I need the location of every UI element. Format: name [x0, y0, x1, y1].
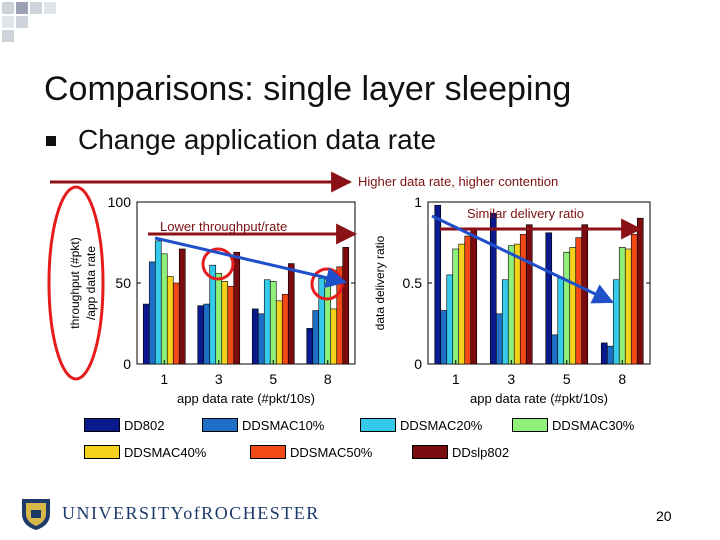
annotation-lower-throughput: Lower throughput/rate	[160, 219, 288, 234]
slide-title: Comparisons: single layer sleeping	[44, 70, 572, 108]
bar-dd802-rate-5	[545, 232, 553, 365]
chart-2	[427, 201, 651, 365]
legend-item-ddsmac20: DDSMAC20%	[360, 416, 482, 434]
annotation-contention: Higher data rate, higher contention	[358, 174, 559, 189]
university-name: UNIVERSITYofROCHESTER	[62, 503, 320, 523]
legend-swatch	[84, 418, 120, 432]
bar-dd802-rate-1	[434, 204, 442, 365]
bar-dd802-rate-3	[489, 213, 497, 365]
legend-swatch	[250, 445, 286, 459]
legend-item-dd802: DD802	[84, 416, 164, 434]
legend-swatch	[202, 418, 238, 432]
legend-item-ddsmac50: DDSMAC50%	[250, 443, 372, 461]
legend-item-ddsmac30: DDSMAC30%	[512, 416, 634, 434]
bar-ddslp802-rate-8	[342, 247, 350, 365]
x-axis-label: app data rate (#pkt/10s)	[177, 391, 315, 406]
y-tick-label: 0	[123, 356, 131, 372]
legend-item-ddslp802: DDslp802	[412, 443, 509, 461]
x-tick-label: 8	[324, 371, 332, 387]
legend-label: DDSMAC10%	[242, 417, 325, 433]
page-number: 20	[656, 508, 672, 524]
bullet-text: Change application data rate	[78, 124, 437, 155]
x-tick-label: 3	[507, 371, 515, 387]
x-tick-label: 3	[215, 371, 223, 387]
legend-item-ddsmac40: DDSMAC40%	[84, 443, 206, 461]
legend-label: DDSMAC40%	[124, 444, 207, 460]
y-axis-label: data delivery ratio	[373, 235, 387, 330]
bar-ddslp802-rate-5	[581, 224, 589, 365]
corner-squares-decoration	[2, 2, 56, 42]
bar-ddslp802-rate-5	[287, 263, 295, 365]
charts-area: 0 50 100 1 3 5 8 app data rate (#pkt/10s) 0 0.5 1 1…	[47, 171, 651, 406]
y-tick-label: 1	[414, 194, 422, 210]
x-tick-label: 1	[160, 371, 168, 387]
legend-label: DD802	[124, 417, 165, 433]
chart-1	[136, 201, 356, 365]
y-tick-label: 50	[115, 275, 131, 291]
legend-item-ddsmac10: DDSMAC10%	[202, 416, 324, 434]
bar-ddslp802-rate-1	[178, 248, 186, 365]
legend-label: DDslp802	[452, 444, 510, 460]
x-tick-label: 8	[618, 371, 626, 387]
bar-ddslp802-rate-3	[525, 224, 533, 365]
x-tick-label: 5	[563, 371, 571, 387]
legend-swatch	[360, 418, 396, 432]
bar-ddslp802-rate-8	[636, 217, 644, 365]
legend-label: DDSMAC50%	[290, 444, 373, 460]
legend-swatch	[512, 418, 548, 432]
bullet-square	[46, 136, 56, 146]
highlight-circle-rate-3	[201, 247, 235, 281]
x-tick-label: 5	[269, 371, 277, 387]
y-tick-label: 100	[108, 194, 132, 210]
university-shield-logo	[22, 499, 50, 530]
y-tick-label: 0	[414, 356, 422, 372]
legend-swatch	[412, 445, 448, 459]
bar-ddslp802-rate-3	[233, 251, 241, 365]
y-axis-label-line: throughput (#pkt)	[68, 237, 82, 328]
legend-label: DDSMAC30%	[552, 417, 635, 433]
y-axis-label-line: /app data rate	[84, 246, 98, 320]
highlight-ellipse-y-axis	[47, 185, 105, 381]
x-tick-label: 1	[452, 371, 460, 387]
legend-swatch	[84, 445, 120, 459]
legend-label: DDSMAC20%	[400, 417, 483, 433]
annotation-similar-ratio: Similar delivery ratio	[467, 206, 585, 221]
y-tick-label: 0.5	[403, 275, 423, 291]
trend-arrow-delivery-ratio	[431, 214, 614, 304]
trend-arrow-throughput	[154, 236, 348, 288]
x-axis-label: app data rate (#pkt/10s)	[470, 391, 608, 406]
y-axis-label: throughput (#pkt)/app data rate	[68, 237, 98, 328]
